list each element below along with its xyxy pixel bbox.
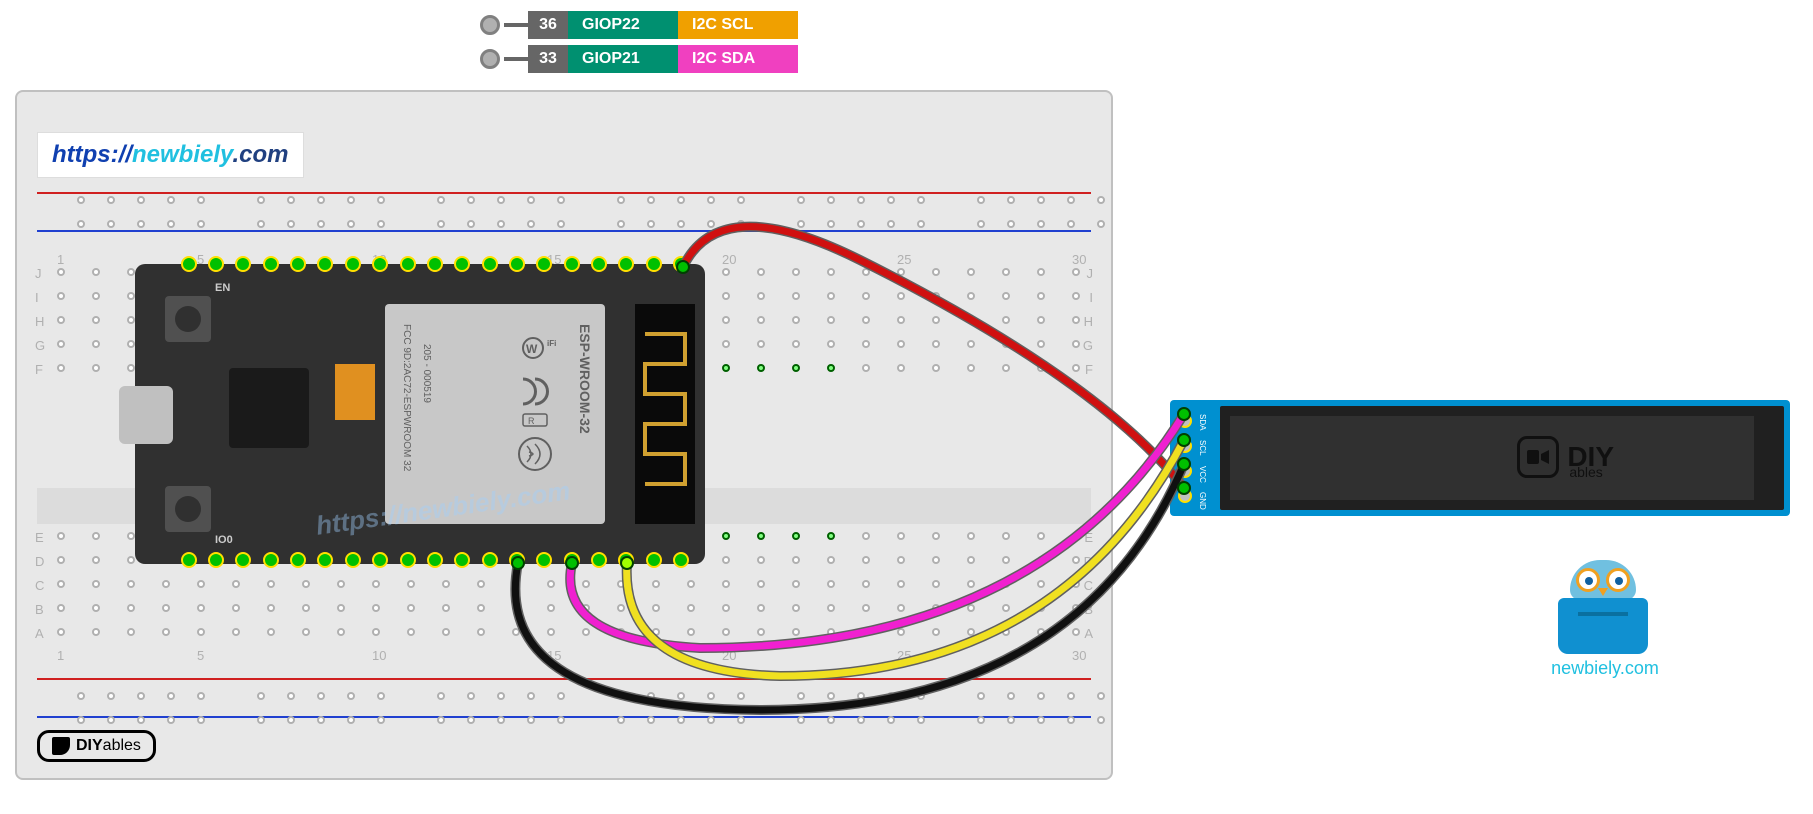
oled-display-area <box>1230 416 1754 500</box>
oled-pin-sda <box>1178 489 1192 503</box>
owl-eye-left <box>1576 568 1600 592</box>
esp32-pins-bottom <box>175 552 695 572</box>
pin-func-label: I2C SDA <box>678 45 798 73</box>
shield-serial: 205 - 000519 <box>421 344 432 403</box>
owl-head <box>1570 560 1636 600</box>
laptop-line <box>1578 612 1628 616</box>
svg-text:iFi: iFi <box>547 339 556 348</box>
mascot: newbiely.com <box>1540 560 1670 679</box>
oled-pins <box>1178 408 1214 508</box>
oled-pin-scl <box>1178 464 1192 478</box>
esp32-pins-top <box>175 256 695 276</box>
chip-icon <box>229 368 309 448</box>
en-button <box>165 296 211 342</box>
esp32-board: EN IO0 ESP-WROOM-32 FCC 9D:2AC72-ESPWROO… <box>135 264 705 564</box>
pin-gpio-label: GIOP22 <box>568 11 678 39</box>
rail-positive <box>37 192 1091 194</box>
shield-model: ESP-WROOM-32 <box>577 324 593 434</box>
pin-label-scl: SCL <box>1198 440 1207 456</box>
url-protocol: https:// <box>52 141 132 168</box>
io0-label: IO0 <box>215 534 233 546</box>
rail-positive <box>37 678 1091 680</box>
owl-eye-right <box>1606 568 1630 592</box>
pin-dot-icon <box>480 49 500 69</box>
svg-text:R: R <box>528 416 535 426</box>
url-brand: new <box>132 141 179 168</box>
oled-pin-vcc <box>1178 439 1192 453</box>
diyables-icon <box>52 737 70 755</box>
svg-text:W: W <box>526 342 538 356</box>
io0-button <box>165 486 211 532</box>
oled-display: GND VCC SCL SDA DIY ables <box>1170 400 1790 516</box>
pin-label-sda: SDA <box>1198 414 1207 430</box>
pin-connector-line <box>504 23 528 27</box>
shield-fcc: FCC 9D:2AC72-ESPWROOM 32 <box>401 324 412 471</box>
oled-screen: DIY ables <box>1220 406 1784 510</box>
diyables-text2: ables <box>103 737 141 755</box>
owl-body <box>1558 598 1648 654</box>
antenna <box>635 304 695 524</box>
diyables-text1: DIY <box>76 737 103 755</box>
pin-connector-line <box>504 57 528 61</box>
oled-pin-gnd <box>1178 414 1192 428</box>
rail-negative <box>37 230 1091 232</box>
pin-label-gnd: GND <box>1198 492 1207 510</box>
pin-number: 36 <box>528 11 568 39</box>
pin-dot-icon <box>480 15 500 35</box>
diyables-logo: DIY ables <box>37 730 156 762</box>
owl-beak <box>1598 588 1608 596</box>
brand-icon <box>1517 436 1559 478</box>
pin-row-scl: 36 GIOP22 I2C SCL <box>480 10 798 40</box>
brand-text2: ables <box>1569 464 1602 480</box>
pin-func-label: I2C SCL <box>678 11 798 39</box>
source-url: https://newbiely.com <box>37 132 304 178</box>
pin-gpio-label: GIOP21 <box>568 45 678 73</box>
pin-row-sda: 33 GIOP21 I2C SDA <box>480 44 798 74</box>
owl-icon <box>1540 560 1670 650</box>
pin-number: 33 <box>528 45 568 73</box>
pin-legend: 36 GIOP22 I2C SCL 33 GIOP21 I2C SDA <box>480 10 798 78</box>
pin-label-vcc: VCC <box>1198 466 1207 483</box>
url-tld: .com <box>232 141 288 168</box>
antenna-trace <box>635 304 695 524</box>
usb-port <box>119 386 173 444</box>
cert-icons: W iFi R <box>515 334 575 484</box>
oled-brand: DIY ables <box>1517 436 1614 478</box>
component-icon <box>335 364 375 420</box>
url-brand2: biely <box>179 141 233 168</box>
mascot-url: newbiely.com <box>1540 658 1670 679</box>
en-label: EN <box>215 282 230 294</box>
